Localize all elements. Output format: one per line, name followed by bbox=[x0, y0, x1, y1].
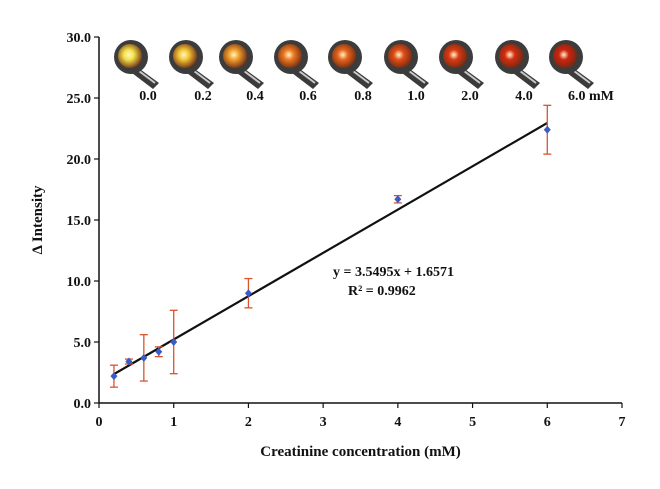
inset-concentration-label: 1.0 bbox=[407, 89, 425, 104]
sensor-strip-highlight bbox=[193, 70, 211, 84]
sensor-strip-highlight bbox=[298, 70, 316, 84]
sensor-strip-tail bbox=[292, 67, 319, 89]
data-point-diamond bbox=[140, 353, 148, 362]
y-axis-ticks: 0.0 5.0 10.0 15.0 20.0 25.0 30.0 bbox=[67, 31, 99, 412]
x-tick-label: 3 bbox=[320, 415, 327, 430]
y-tick-label: 5.0 bbox=[74, 336, 92, 351]
paper-sensor-spot-icon bbox=[495, 40, 540, 89]
y-tick-label: 0.0 bbox=[74, 397, 92, 412]
sensor-spot bbox=[173, 44, 197, 68]
paper-sensor-spot-icon bbox=[169, 40, 214, 89]
data-point-diamond bbox=[125, 357, 133, 366]
x-axis-ticks: 0 1 2 3 4 5 6 7 bbox=[96, 403, 626, 430]
data-point-diamond bbox=[110, 372, 118, 381]
sensor-spot bbox=[118, 44, 142, 68]
regression-equation: y = 3.5495x + 1.6571 bbox=[333, 265, 454, 280]
sensor-strip-tail bbox=[187, 67, 214, 89]
sensor-spot bbox=[499, 44, 523, 68]
sensor-strip-tail bbox=[346, 67, 373, 89]
x-tick-label: 4 bbox=[394, 415, 401, 430]
sensor-spot bbox=[332, 44, 356, 68]
x-axis-title: Creatinine concentration (mM) bbox=[260, 444, 461, 460]
sensor-spot bbox=[223, 44, 247, 68]
paper-sensor-spot-icon bbox=[114, 40, 159, 89]
paper-sensor-spot-icon bbox=[549, 40, 594, 89]
paper-sensor-spot-icon bbox=[328, 40, 373, 89]
y-tick-label: 30.0 bbox=[67, 31, 92, 46]
sensor-strip-highlight bbox=[138, 70, 156, 84]
inset-concentration-label: 0.8 bbox=[354, 89, 372, 104]
paper-sensor-spot-icon bbox=[384, 40, 429, 89]
y-tick-label: 15.0 bbox=[67, 214, 92, 229]
data-point-diamond bbox=[394, 195, 402, 204]
sensor-strip-highlight bbox=[352, 70, 370, 84]
sensor-strip-highlight bbox=[408, 70, 426, 84]
sensor-spot bbox=[553, 44, 577, 68]
sensor-strip-tail bbox=[513, 67, 540, 89]
sensor-strip-highlight bbox=[519, 70, 537, 84]
x-tick-label: 2 bbox=[245, 415, 252, 430]
inset-concentration-label: 0.6 bbox=[299, 89, 317, 104]
x-tick-label: 0 bbox=[96, 415, 103, 430]
data-point-diamond bbox=[244, 289, 252, 298]
y-tick-label: 10.0 bbox=[67, 275, 92, 290]
sensor-spot bbox=[443, 44, 467, 68]
inset-concentration-label: 4.0 bbox=[515, 89, 533, 104]
paper-sensor-spot-icon bbox=[274, 40, 319, 89]
sensor-strip-tail bbox=[237, 67, 264, 89]
fit-line bbox=[113, 122, 548, 376]
sensor-strip-tail bbox=[402, 67, 429, 89]
chart-axes: 0 1 2 3 4 5 6 7 0.0 5.0 10.0 15.0 20.0 25.0 30.0 bbox=[67, 31, 626, 430]
sensor-strip-highlight bbox=[463, 70, 481, 84]
sensor-strip-tail bbox=[132, 67, 159, 89]
fit-line-group bbox=[113, 122, 548, 376]
inset-concentration-label: 6.0 mM bbox=[568, 89, 614, 104]
r-squared-label: R² = 0.9962 bbox=[348, 284, 416, 299]
y-tick-label: 25.0 bbox=[67, 92, 92, 107]
sensor-spot bbox=[278, 44, 302, 68]
error-bars bbox=[109, 104, 552, 388]
y-axis-title: Δ Intensity bbox=[30, 185, 46, 255]
data-point-diamond bbox=[543, 125, 551, 134]
paper-sensor-spot-icon bbox=[439, 40, 484, 89]
sensor-inset: 0.0 0.2 0.4 0.6 0.8 1.0 2.0 4.0 6.0 mM bbox=[114, 40, 614, 104]
inset-concentration-label: 0.2 bbox=[194, 89, 212, 104]
y-tick-label: 20.0 bbox=[67, 153, 92, 168]
paper-sensor-spot-icon bbox=[219, 40, 264, 89]
x-tick-label: 5 bbox=[469, 415, 476, 430]
sensor-strip-highlight bbox=[573, 70, 591, 84]
data-point-diamond bbox=[155, 347, 163, 356]
data-point-diamond bbox=[170, 338, 178, 346]
x-tick-label: 6 bbox=[544, 415, 551, 430]
inset-concentration-label: 2.0 bbox=[461, 89, 479, 104]
sensor-strip-tail bbox=[457, 67, 484, 89]
sensor-strip-highlight bbox=[243, 70, 261, 84]
inset-concentration-label: 0.4 bbox=[246, 89, 264, 104]
sensor-spot bbox=[388, 44, 412, 68]
x-tick-label: 7 bbox=[619, 415, 626, 430]
x-tick-label: 1 bbox=[170, 415, 177, 430]
inset-concentration-label: 0.0 bbox=[139, 89, 157, 104]
sensor-strip-tail bbox=[567, 67, 594, 89]
data-points bbox=[110, 125, 551, 381]
